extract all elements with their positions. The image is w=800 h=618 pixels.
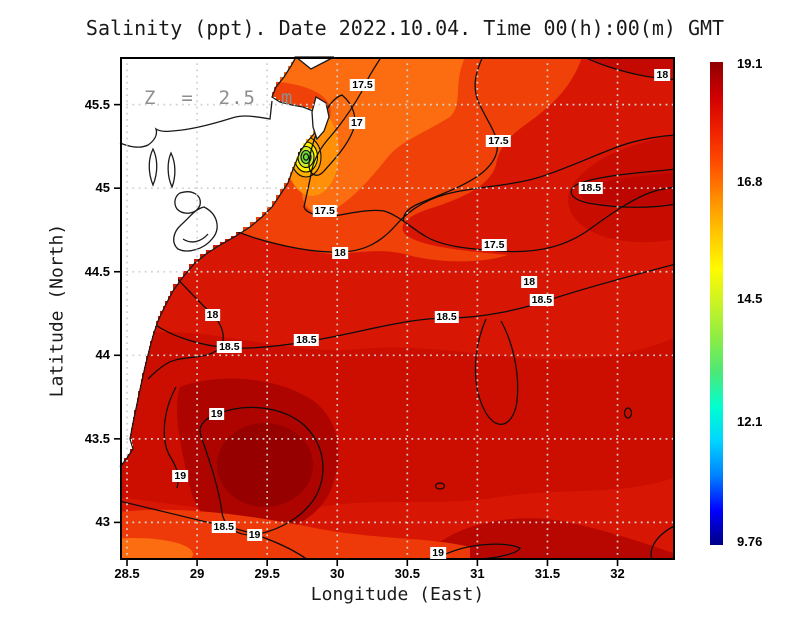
colorbar: 19.1 16.8 14.5 12.1 9.76 xyxy=(710,56,762,549)
y-tick-label: 44.5 xyxy=(84,263,110,279)
x-tick-label: 28.5 xyxy=(114,566,140,581)
y-tick-label: 44 xyxy=(95,347,110,363)
y-tick-label: 43 xyxy=(95,514,110,530)
contour-label: 17.5 xyxy=(481,238,507,251)
x-tick-label: 30.5 xyxy=(394,566,420,581)
colorbar-gradient xyxy=(710,62,723,545)
y-tick-label: 43.5 xyxy=(84,430,110,446)
x-axis-label: Longitude (East) xyxy=(310,584,485,605)
contour-label: 18 xyxy=(521,275,538,288)
contour-label: 18 xyxy=(332,247,348,260)
colorbar-tick-label: 14.5 xyxy=(737,291,763,307)
x-tick-label: 31.5 xyxy=(534,566,561,581)
depth-annotation: Z = 2.5 m xyxy=(144,87,294,109)
contour-label: 18 xyxy=(204,309,221,322)
axis-ticks xyxy=(114,103,619,566)
x-tick-label: 29 xyxy=(189,566,205,581)
y-axis-label: Latitude (North) xyxy=(46,223,68,398)
x-tick-label: 31 xyxy=(470,566,485,581)
colorbar-tick-label: 16.8 xyxy=(737,173,763,189)
salinity-field xyxy=(120,57,675,560)
contour-label: 18 xyxy=(654,68,671,81)
contour-label: 18.5 xyxy=(434,310,459,323)
plot-frame xyxy=(120,57,675,560)
x-tick-label: 29.5 xyxy=(254,566,280,581)
contour-label: 18.5 xyxy=(529,294,555,307)
contour-label: 19 xyxy=(208,407,225,420)
contour-label: 19 xyxy=(430,547,446,559)
y-tick-label: 45.5 xyxy=(84,96,110,112)
x-tick-label: 32 xyxy=(610,566,625,581)
contour-label: 18.5 xyxy=(578,182,604,195)
x-tick-label: 30 xyxy=(330,566,345,581)
contour-label: 17.5 xyxy=(350,79,375,92)
contour-label: 17 xyxy=(349,117,365,129)
contour-label: 17.5 xyxy=(312,205,337,218)
colorbar-tick-label: 12.1 xyxy=(737,414,763,430)
contour-label: 19 xyxy=(172,469,189,482)
contour-label: 18.5 xyxy=(294,334,319,347)
map-plot: Z = 2.5 m 17.5 17 17.5 17.5 18 18.5 17.5 18 18 18… xyxy=(114,56,675,566)
contour-label: 18.5 xyxy=(211,520,236,533)
plot-title: Salinity (ppt). Date 2022.10.04. Time 00… xyxy=(85,16,725,40)
contour-label: 18.5 xyxy=(217,340,242,353)
contour-label: 19 xyxy=(246,528,263,541)
colorbar-tick-label: 19.1 xyxy=(737,56,763,71)
y-tick-label: 45 xyxy=(95,180,110,196)
colorbar-tick-label: 9.76 xyxy=(737,534,763,549)
map-canvas xyxy=(114,56,675,566)
contour-label: 17.5 xyxy=(486,135,511,148)
